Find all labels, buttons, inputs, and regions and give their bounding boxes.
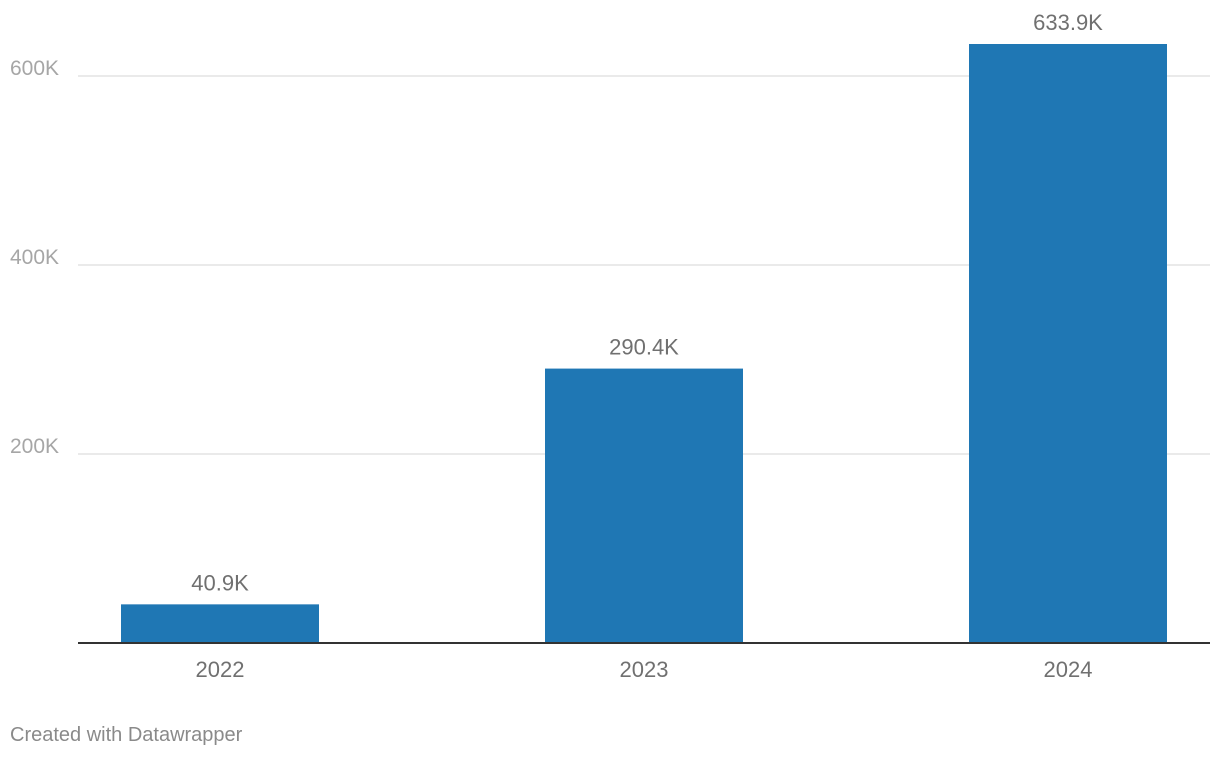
bars (121, 44, 1167, 643)
bar-2024[interactable] (969, 44, 1167, 643)
bar-2023[interactable] (545, 368, 743, 643)
x-axis-ticks: 2022 2023 2024 (196, 657, 1093, 682)
y-tick-label: 400K (10, 246, 59, 269)
bar-2022[interactable] (121, 604, 319, 643)
data-labels: 40.9K 290.4K 633.9K (191, 10, 1103, 595)
x-tick-label: 2023 (620, 657, 669, 682)
data-label: 633.9K (1033, 10, 1103, 35)
datawrapper-credit[interactable]: Created with Datawrapper (10, 724, 243, 746)
y-tick-label: 600K (10, 57, 59, 80)
data-label: 290.4K (609, 335, 679, 360)
x-tick-label: 2024 (1044, 657, 1093, 682)
y-tick-label: 200K (10, 435, 59, 458)
data-label: 40.9K (191, 570, 249, 595)
x-tick-label: 2022 (196, 657, 245, 682)
